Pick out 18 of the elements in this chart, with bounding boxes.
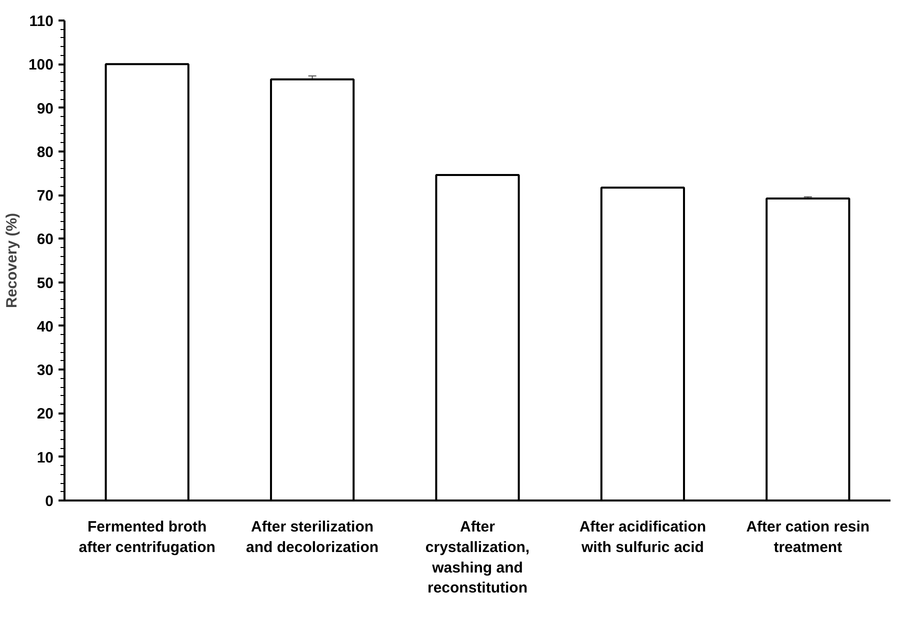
y-tick-label: 70 bbox=[36, 188, 54, 205]
y-tick-label: 50 bbox=[36, 274, 54, 292]
x-tick-label: Fermented broth after centrifugation bbox=[78, 518, 216, 556]
x-tick-label: After acidification with sulfuric acid bbox=[579, 518, 706, 556]
y-tick-label: 20 bbox=[36, 406, 54, 423]
x-tick-label: After crystallization, washing and reconstitution bbox=[425, 518, 530, 597]
y-tick-label: 10 bbox=[36, 449, 54, 466]
y-tick-label: 60 bbox=[36, 231, 54, 248]
y-tick-label: 0 bbox=[45, 493, 54, 510]
y-tick-label: 30 bbox=[36, 362, 54, 380]
y-tick-label: 100 bbox=[28, 56, 54, 74]
x-tick-label: After sterilization and decolorization bbox=[246, 518, 379, 556]
y-tick-label: 110 bbox=[29, 13, 54, 30]
y-tick-label: 80 bbox=[36, 144, 54, 161]
y-axis-title: Recovery (%) bbox=[3, 212, 20, 308]
y-tick-label: 90 bbox=[36, 100, 54, 118]
y-tick-label: 40 bbox=[36, 318, 54, 336]
x-tick-label: After cation resin treatment bbox=[746, 518, 870, 556]
